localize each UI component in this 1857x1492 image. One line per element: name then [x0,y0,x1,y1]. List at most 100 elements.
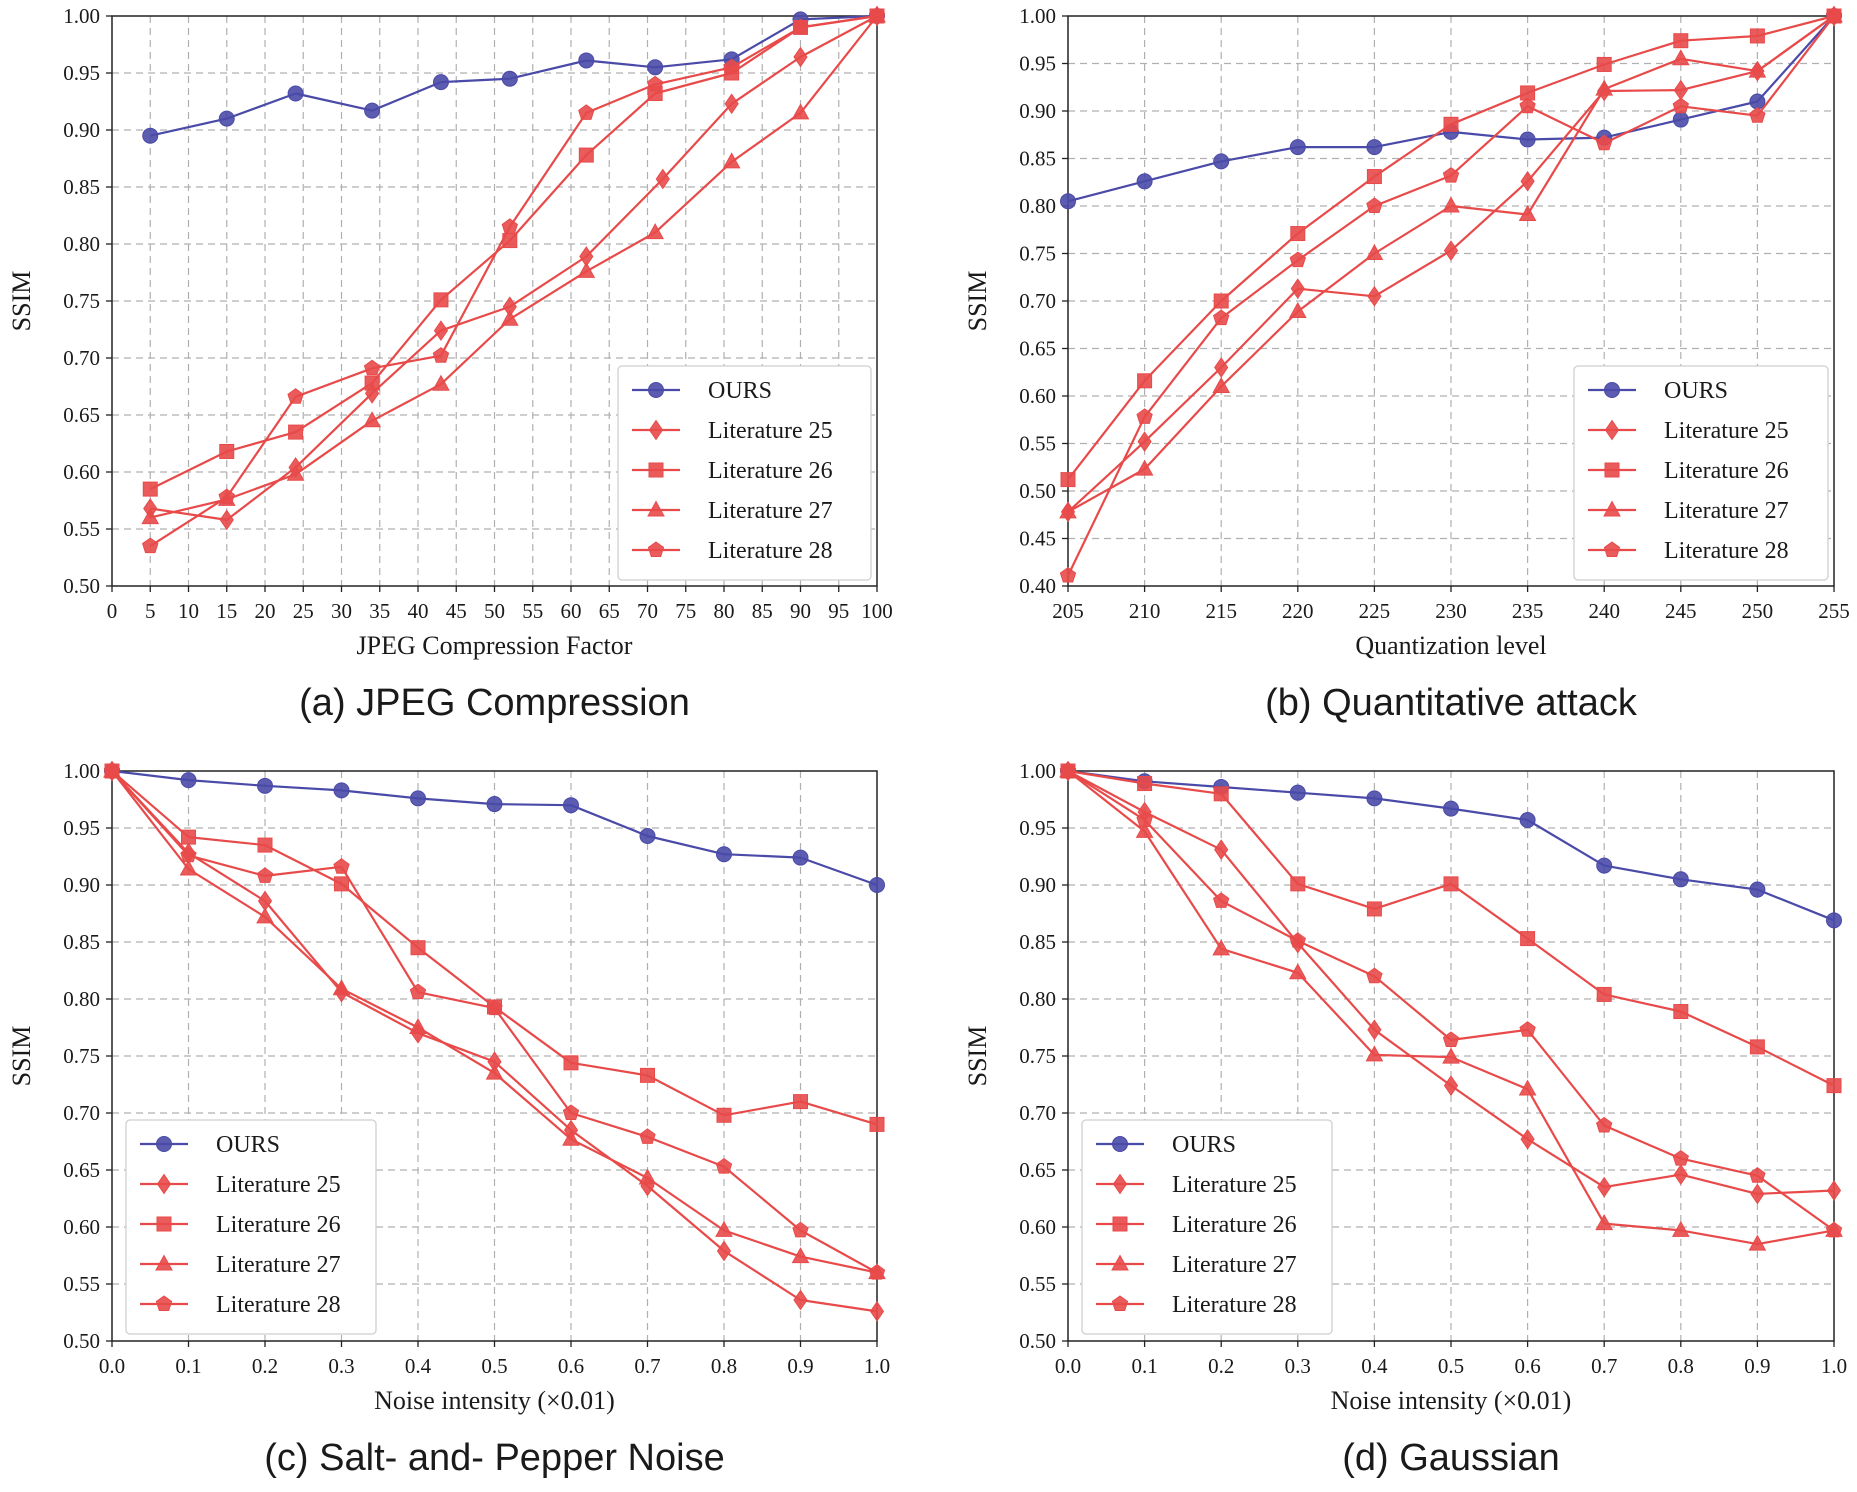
data-point-literature-25 [1597,1176,1612,1198]
legend-label: Literature 27 [1172,1252,1297,1278]
data-point-literature-26 [288,424,304,440]
data-point-literature-27 [1365,243,1384,260]
legend-label: Literature 25 [1664,418,1789,444]
legend-label: Literature 28 [1172,1292,1297,1318]
data-point-literature-28 [1213,892,1230,908]
legend-box [617,365,872,581]
y-tick-label: 0.50 [1019,1329,1056,1353]
x-tick-label: 255 [1818,599,1850,623]
x-tick-label: 0.8 [1668,1354,1694,1378]
x-tick-label: 55 [522,599,543,623]
legend-marker-literature-28 [647,541,665,557]
data-point-literature-27 [638,1168,657,1185]
data-point-literature-26 [578,147,594,163]
data-point-literature-28 [432,347,450,363]
data-point-literature-28 [501,218,518,234]
data-point-literature-26 [1137,373,1153,389]
data-point-literature-27 [1442,196,1460,213]
y-tick-label: 0.75 [1019,1044,1056,1068]
y-tick-label: 0.50 [63,1329,100,1353]
chart-b: 205 210 215 220 225 230 235 240 245 250 255 0.40 0.4… [963,4,1850,724]
data-point-literature-26 [181,829,196,845]
data-point-literature-27 [1671,1220,1690,1237]
y-tick-label: 0.85 [1019,930,1056,954]
data-point-literature-28 [723,58,740,75]
data-point-literature-28 [792,1221,809,1238]
x-axis-label: Noise intensity (×0.01) [374,1386,615,1415]
y-tick-label: 1.00 [63,4,100,28]
data-point-literature-27 [1212,939,1231,956]
legend-label: Literature 27 [1664,498,1789,524]
data-point-literature-25 [1290,278,1305,300]
data-point-literature-28 [1059,762,1077,778]
x-tick-label: 35 [369,599,390,623]
data-point-ours [1366,139,1383,156]
x-tick-label: 1.0 [864,1354,890,1378]
legend-marker-literature-27 [1111,1254,1129,1271]
y-tick-label: 0.95 [63,61,100,85]
data-point-literature-27 [1595,79,1614,96]
y-tick-label: 0.80 [1019,194,1056,218]
x-tick-label: 65 [599,599,620,623]
data-point-ours [364,102,381,119]
y-tick-label: 0.65 [63,403,100,427]
data-point-literature-28 [333,858,350,874]
x-tick-label: 0.9 [787,1354,813,1378]
y-tick-label: 0.50 [63,574,100,598]
y-tick-label: 0.60 [63,1215,100,1239]
data-point-ours [486,796,503,813]
data-point-literature-25 [1443,1075,1459,1097]
data-point-literature-27 [1365,1045,1384,1062]
x-tick-label: 1.0 [1821,1354,1847,1378]
y-tick-label: 1.00 [63,759,100,783]
y-tick-label: 0.50 [1019,479,1056,503]
data-point-literature-28 [256,867,274,883]
data-point-literature-27 [485,1063,504,1080]
data-point-literature-26 [1826,1078,1842,1094]
data-point-literature-28 [218,488,235,505]
y-tick-label: 0.55 [1019,1272,1056,1296]
legend-box [1573,365,1829,581]
x-tick-label: 0.4 [1361,1354,1388,1378]
x-tick-label: 220 [1282,599,1314,623]
data-point-literature-25 [433,320,449,342]
data-point-literature-26 [1137,776,1153,792]
legend-label: OURS [1664,378,1728,404]
data-point-literature-26 [640,1067,655,1083]
data-point-literature-28 [868,1263,886,1280]
data-point-literature-28 [639,1128,656,1144]
legend-label: Literature 27 [216,1252,341,1278]
data-point-literature-25 [1673,1164,1688,1185]
data-point-ours [1136,173,1153,190]
legend-label: Literature 27 [708,498,833,524]
y-tick-label: 0.75 [1019,242,1056,266]
data-point-literature-28 [1825,7,1843,23]
x-tick-label: 0.6 [1514,1354,1540,1378]
data-point-literature-27 [1671,49,1690,66]
x-axis-label: Noise intensity (×0.01) [1331,1386,1572,1415]
y-tick-label: 0.75 [63,289,100,313]
data-point-literature-26 [142,481,158,497]
data-point-literature-28 [1672,1149,1689,1166]
legend-box [1081,1119,1333,1335]
y-tick-label: 0.65 [1019,1158,1056,1182]
x-tick-label: 80 [714,599,735,623]
data-point-literature-25 [1673,79,1688,101]
x-tick-label: 250 [1742,599,1774,623]
panel-caption: (d) Gaussian [1342,1437,1560,1479]
data-point-literature-27 [1442,1047,1460,1064]
legend: OURS Literature 25 Literature 26 Literature… [125,1119,377,1335]
data-point-literature-27 [432,374,450,391]
y-tick-label: 0.55 [63,517,100,541]
x-tick-label: 205 [1052,599,1084,623]
data-point-literature-26 [1290,226,1306,242]
legend: OURS Literature 25 Literature 26 Literature… [617,365,872,581]
data-point-literature-28 [1519,1021,1536,1037]
data-point-literature-26 [1443,116,1459,132]
legend-label: OURS [708,378,772,404]
x-tick-label: 0.9 [1744,1354,1770,1378]
y-tick-label: 0.45 [1019,527,1056,551]
legend-marker-literature-27 [155,1254,173,1271]
data-point-ours [432,74,449,91]
